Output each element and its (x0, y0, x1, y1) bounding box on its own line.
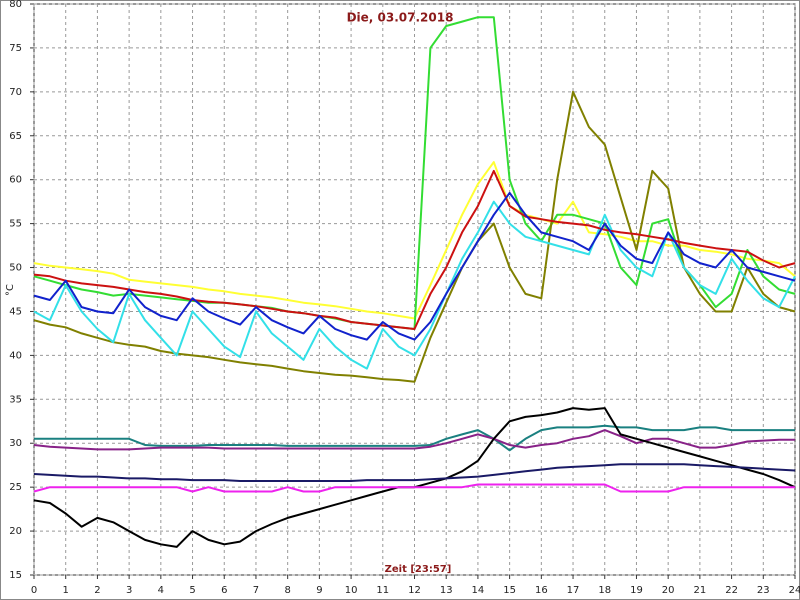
x-tick-label: 20 (662, 585, 675, 596)
y-tick-label: 60 (9, 175, 22, 186)
x-tick-label: 14 (472, 585, 485, 596)
y-tick-label: 70 (9, 87, 22, 98)
x-tick-label: 21 (694, 585, 707, 596)
x-tick-label: 9 (316, 585, 322, 596)
x-tick-label: 2 (94, 585, 100, 596)
x-tick-label: 7 (253, 585, 259, 596)
x-tick-label: 22 (725, 585, 738, 596)
y-tick-label: 45 (9, 306, 22, 317)
x-tick-label: 10 (345, 585, 358, 596)
y-tick-label: 20 (9, 526, 22, 537)
x-tick-label: 11 (376, 585, 389, 596)
y-tick-label: 80 (9, 0, 22, 10)
x-tick-label: 8 (284, 585, 290, 596)
lines (33, 16, 796, 548)
series-line (33, 483, 795, 493)
x-tick-label: 13 (440, 585, 453, 596)
y-tick-label: 35 (9, 394, 22, 405)
y-tick-label: 50 (9, 263, 22, 274)
x-tick-label: 3 (126, 585, 132, 596)
x-tick-label: 23 (757, 585, 770, 596)
x-tick-label: 5 (189, 585, 195, 596)
y-tick-label: 25 (9, 482, 22, 493)
x-tick-label: 16 (535, 585, 548, 596)
y-tick-label: 75 (9, 43, 22, 54)
series-line (33, 90, 796, 383)
y-tick-label: 55 (9, 219, 22, 230)
x-tick-label: 6 (221, 585, 227, 596)
series-line (34, 424, 795, 452)
x-tick-label: 1 (63, 585, 69, 596)
y-tick-label: 40 (9, 350, 22, 361)
x-tick-label: 12 (408, 585, 421, 596)
y-tick-label: 30 (9, 438, 22, 449)
x-tick-label: 19 (630, 585, 643, 596)
x-tick-label: 15 (503, 585, 516, 596)
x-tick-label: 0 (31, 585, 37, 596)
series-line (33, 463, 796, 482)
series-line (33, 191, 796, 341)
series-line (33, 169, 796, 330)
y-tick-label: 65 (9, 131, 22, 142)
x-tick-label: 4 (158, 585, 164, 596)
x-tick-label: 18 (598, 585, 611, 596)
y-tick-label: 15 (9, 570, 22, 581)
x-axis-label: Zeit [23:57] (385, 564, 452, 575)
series-line (33, 429, 795, 451)
y-axis-label: °C (5, 284, 16, 296)
x-tick-label: 17 (567, 585, 580, 596)
x-tick-label: 24 (789, 585, 800, 596)
chart-title: Die, 03.07.2018 (347, 11, 454, 25)
